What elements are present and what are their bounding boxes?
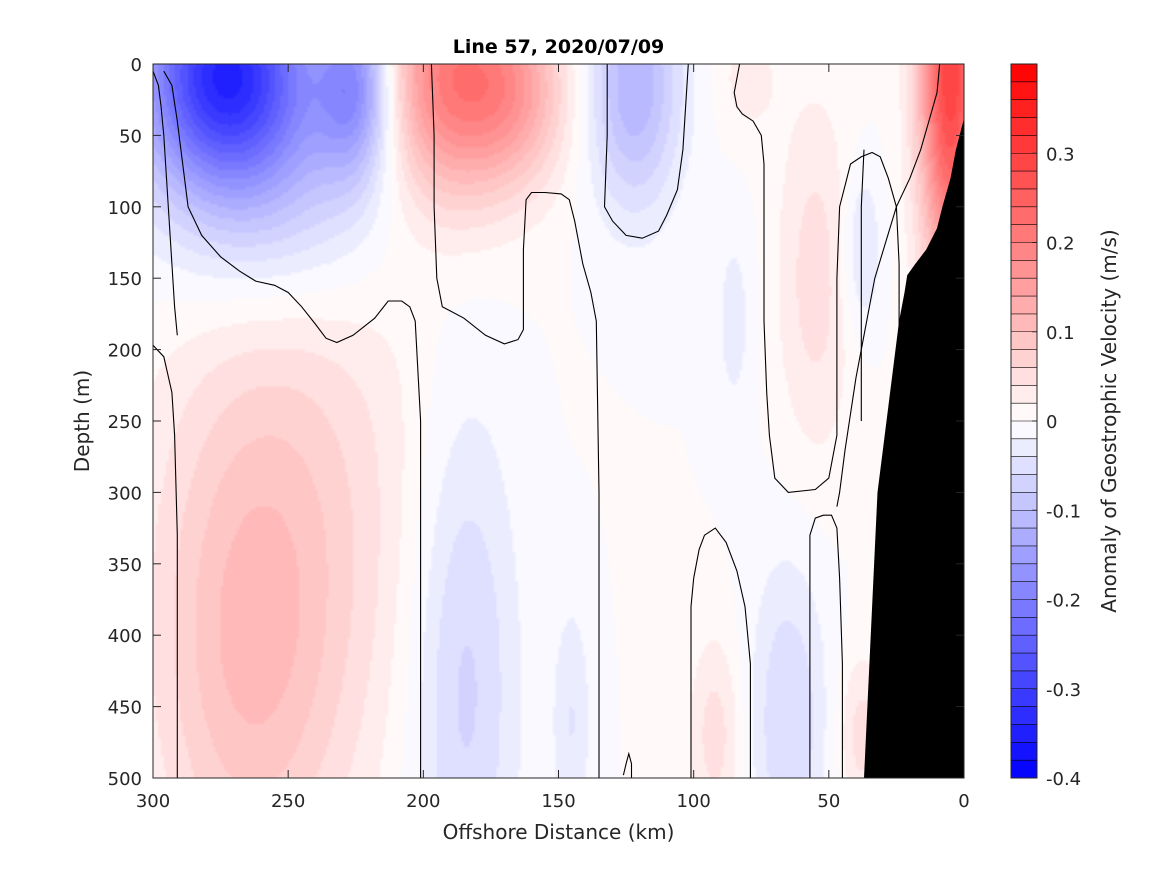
colorbar-tick-label: 0 [1046,412,1057,433]
x-tick-label: 0 [958,791,969,812]
zero-contour-line [430,64,600,778]
colorbar-swatch [1011,260,1037,279]
colorbar-swatch [1011,742,1037,761]
x-tick-label: 150 [541,791,575,812]
x-tick-label: 50 [817,791,840,812]
colorbar-swatch [1011,81,1037,100]
y-tick-label: 50 [119,126,142,147]
colorbar-swatch [1011,545,1037,565]
x-axis-label: Offshore Distance (km) [443,820,675,844]
zero-contour-line [809,514,843,778]
y-axis-label: Depth (m) [70,370,94,472]
colorbar-swatch [1011,367,1037,386]
y-tick-label: 150 [108,269,142,290]
colorbar-swatch [1011,492,1037,511]
zero-contour-line [860,149,865,421]
colorbar-swatch [1011,313,1037,333]
zero-contour-line [690,527,751,778]
y-tick-label: 100 [108,198,142,219]
colorbar-swatch [1011,760,1037,779]
colorbar-swatch [1011,403,1037,422]
seafloor-bathymetry [864,118,964,778]
colorbar-tick-label: -0.3 [1046,680,1081,701]
y-tick-label: 250 [108,412,142,433]
colorbar-swatch [1011,153,1037,172]
x-tick-label: 250 [271,791,305,812]
velocity-field [153,64,964,778]
colorbar-swatch [1011,421,1037,440]
colorbar-swatch [1011,224,1037,243]
y-tick-label: 400 [108,626,142,647]
y-tick-label: 300 [108,483,142,504]
colorbar-swatch [1011,64,1037,83]
zero-contour-line [153,70,178,336]
colorbar-tick-label: -0.2 [1046,591,1081,612]
y-tick-label: 500 [108,769,142,790]
zero-contour-line [733,64,900,593]
colorbar-tick-label: 0.2 [1046,234,1075,255]
colorbar-swatch [1011,474,1037,493]
colorbar-swatch [1011,171,1037,190]
x-axis: 300 250 200 150 100 50 0 [136,64,970,812]
plot-frame [152,63,965,779]
colorbar-swatch [1011,188,1037,208]
colorbar-tick-label: -0.1 [1046,501,1081,522]
colorbar-tick-label: -0.4 [1046,769,1081,790]
colorbar-tick-label: 0.3 [1046,144,1075,165]
colorbar-swatch [1011,635,1037,654]
colorbar-swatch [1011,242,1037,261]
colorbar-swatch [1011,206,1037,225]
colorbar-swatch [1011,385,1037,404]
colorbar-swatch [1011,331,1037,350]
y-tick-label: 350 [108,555,142,576]
colorbar-swatch [1011,706,1037,725]
colorbar-swatch [1011,510,1037,529]
colorbar-swatch [1011,617,1037,636]
zero-contour-line [622,751,633,778]
zero-contour-line [163,70,422,778]
zero-contour-line [836,64,941,507]
colorbar-tick-label: 0.1 [1046,323,1075,344]
colorbar-swatch [1011,528,1037,547]
colorbar-swatch [1011,653,1037,672]
colorbar-swatch [1011,456,1037,475]
colorbar-swatch [1011,117,1037,136]
chart-title: Line 57, 2020/07/09 [453,36,665,58]
colorbar-swatch [1011,670,1037,690]
colorbar-swatch [1011,135,1037,154]
y-tick-label: 0 [131,55,142,76]
colorbar-swatch [1011,296,1037,315]
zero-contour-line [153,344,178,778]
x-tick-label: 300 [136,791,170,812]
colorbar-swatch [1011,688,1037,707]
y-tick-label: 450 [108,698,142,719]
colorbar-swatch [1011,349,1037,368]
y-axis: 0 50 100 150 200 250 300 350 400 450 500 [108,55,964,790]
colorbar-swatch [1011,563,1037,582]
colorbar-swatch [1011,99,1037,118]
colorbar-swatch [1011,581,1037,600]
zero-contour-line [603,64,689,239]
colorbar: -0.4 -0.3 -0.2 -0.1 0 0.1 0.2 0.3 [1010,63,1081,790]
x-tick-label: 200 [406,791,440,812]
x-tick-label: 100 [676,791,710,812]
colorbar-swatch [1011,599,1037,618]
colorbar-swatch [1011,438,1037,457]
colorbar-swatch [1011,278,1037,297]
y-tick-label: 200 [108,341,142,362]
colorbar-label: Anomaly of Geostrophic Velocity (m/s) [1097,229,1121,612]
plot-area [153,64,964,778]
colorbar-swatch [1011,724,1037,743]
